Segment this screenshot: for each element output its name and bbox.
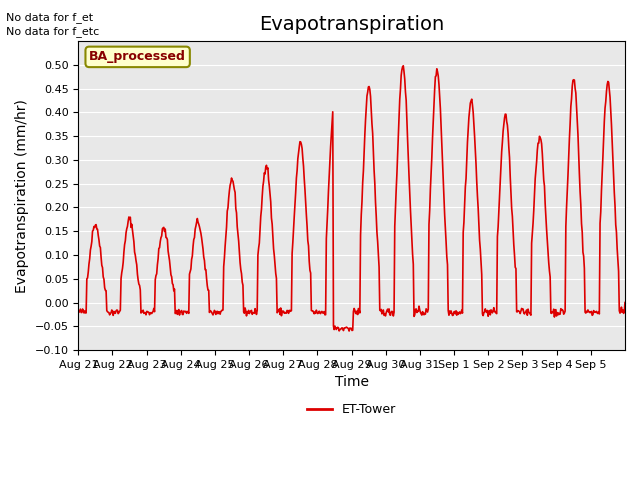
- X-axis label: Time: Time: [335, 375, 369, 389]
- Text: BA_processed: BA_processed: [89, 50, 186, 63]
- Y-axis label: Evapotranspiration (mm/hr): Evapotranspiration (mm/hr): [15, 99, 29, 292]
- Text: No data for f_etc: No data for f_etc: [6, 26, 100, 37]
- Text: No data for f_et: No data for f_et: [6, 12, 93, 23]
- Title: Evapotranspiration: Evapotranspiration: [259, 15, 444, 34]
- Legend: ET-Tower: ET-Tower: [302, 398, 401, 421]
